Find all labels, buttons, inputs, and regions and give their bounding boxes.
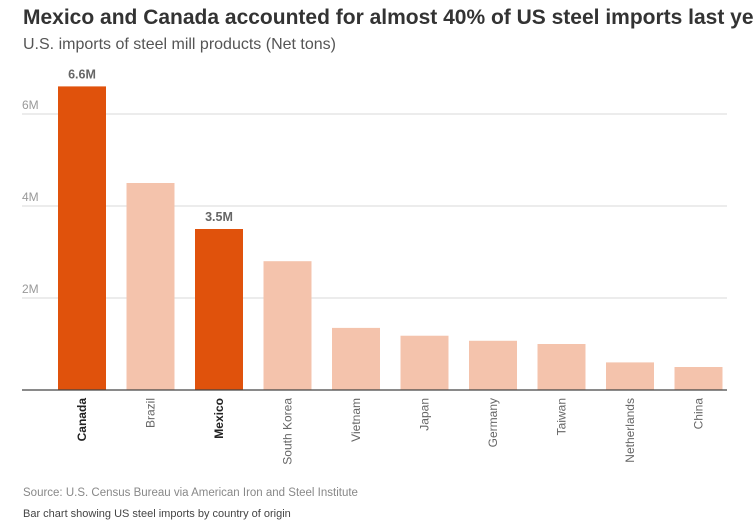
data-label: 6.6M [68, 67, 96, 81]
x-tick-label: China [692, 398, 706, 430]
x-tick-label: Vietnam [349, 398, 363, 442]
bar-mexico [195, 229, 243, 390]
bar-south-korea [263, 261, 312, 390]
x-tick-label: Netherlands [623, 398, 637, 463]
chart-caption: Bar chart showing US steel imports by co… [23, 508, 291, 520]
x-tick-label: Canada [75, 398, 89, 442]
y-tick-label: 6M [22, 98, 39, 112]
bar-vietnam [332, 327, 380, 390]
x-tick-label: Germany [486, 398, 500, 447]
bar-netherlands [606, 362, 654, 390]
bar-japan [400, 335, 449, 390]
x-tick-label: Mexico [212, 398, 226, 439]
data-label: 3.5M [205, 210, 233, 224]
source-note: Source: U.S. Census Bureau via American … [23, 487, 358, 499]
x-tick-label: South Korea [281, 398, 295, 465]
x-tick-label: Brazil [144, 398, 158, 428]
bar-canada [58, 86, 106, 391]
x-tick-label: Japan [418, 398, 432, 431]
bar-china [674, 367, 723, 390]
y-tick-label: 2M [22, 282, 39, 296]
chart-title: Mexico and Canada accounted for almost 4… [23, 6, 753, 29]
bar-brazil [126, 183, 175, 390]
x-tick-label: Taiwan [555, 398, 569, 435]
y-tick-label: 4M [22, 190, 39, 204]
bar-germany [469, 340, 517, 390]
chart-subtitle: U.S. imports of steel mill products (Net… [23, 36, 336, 53]
bar-taiwan [537, 344, 586, 390]
